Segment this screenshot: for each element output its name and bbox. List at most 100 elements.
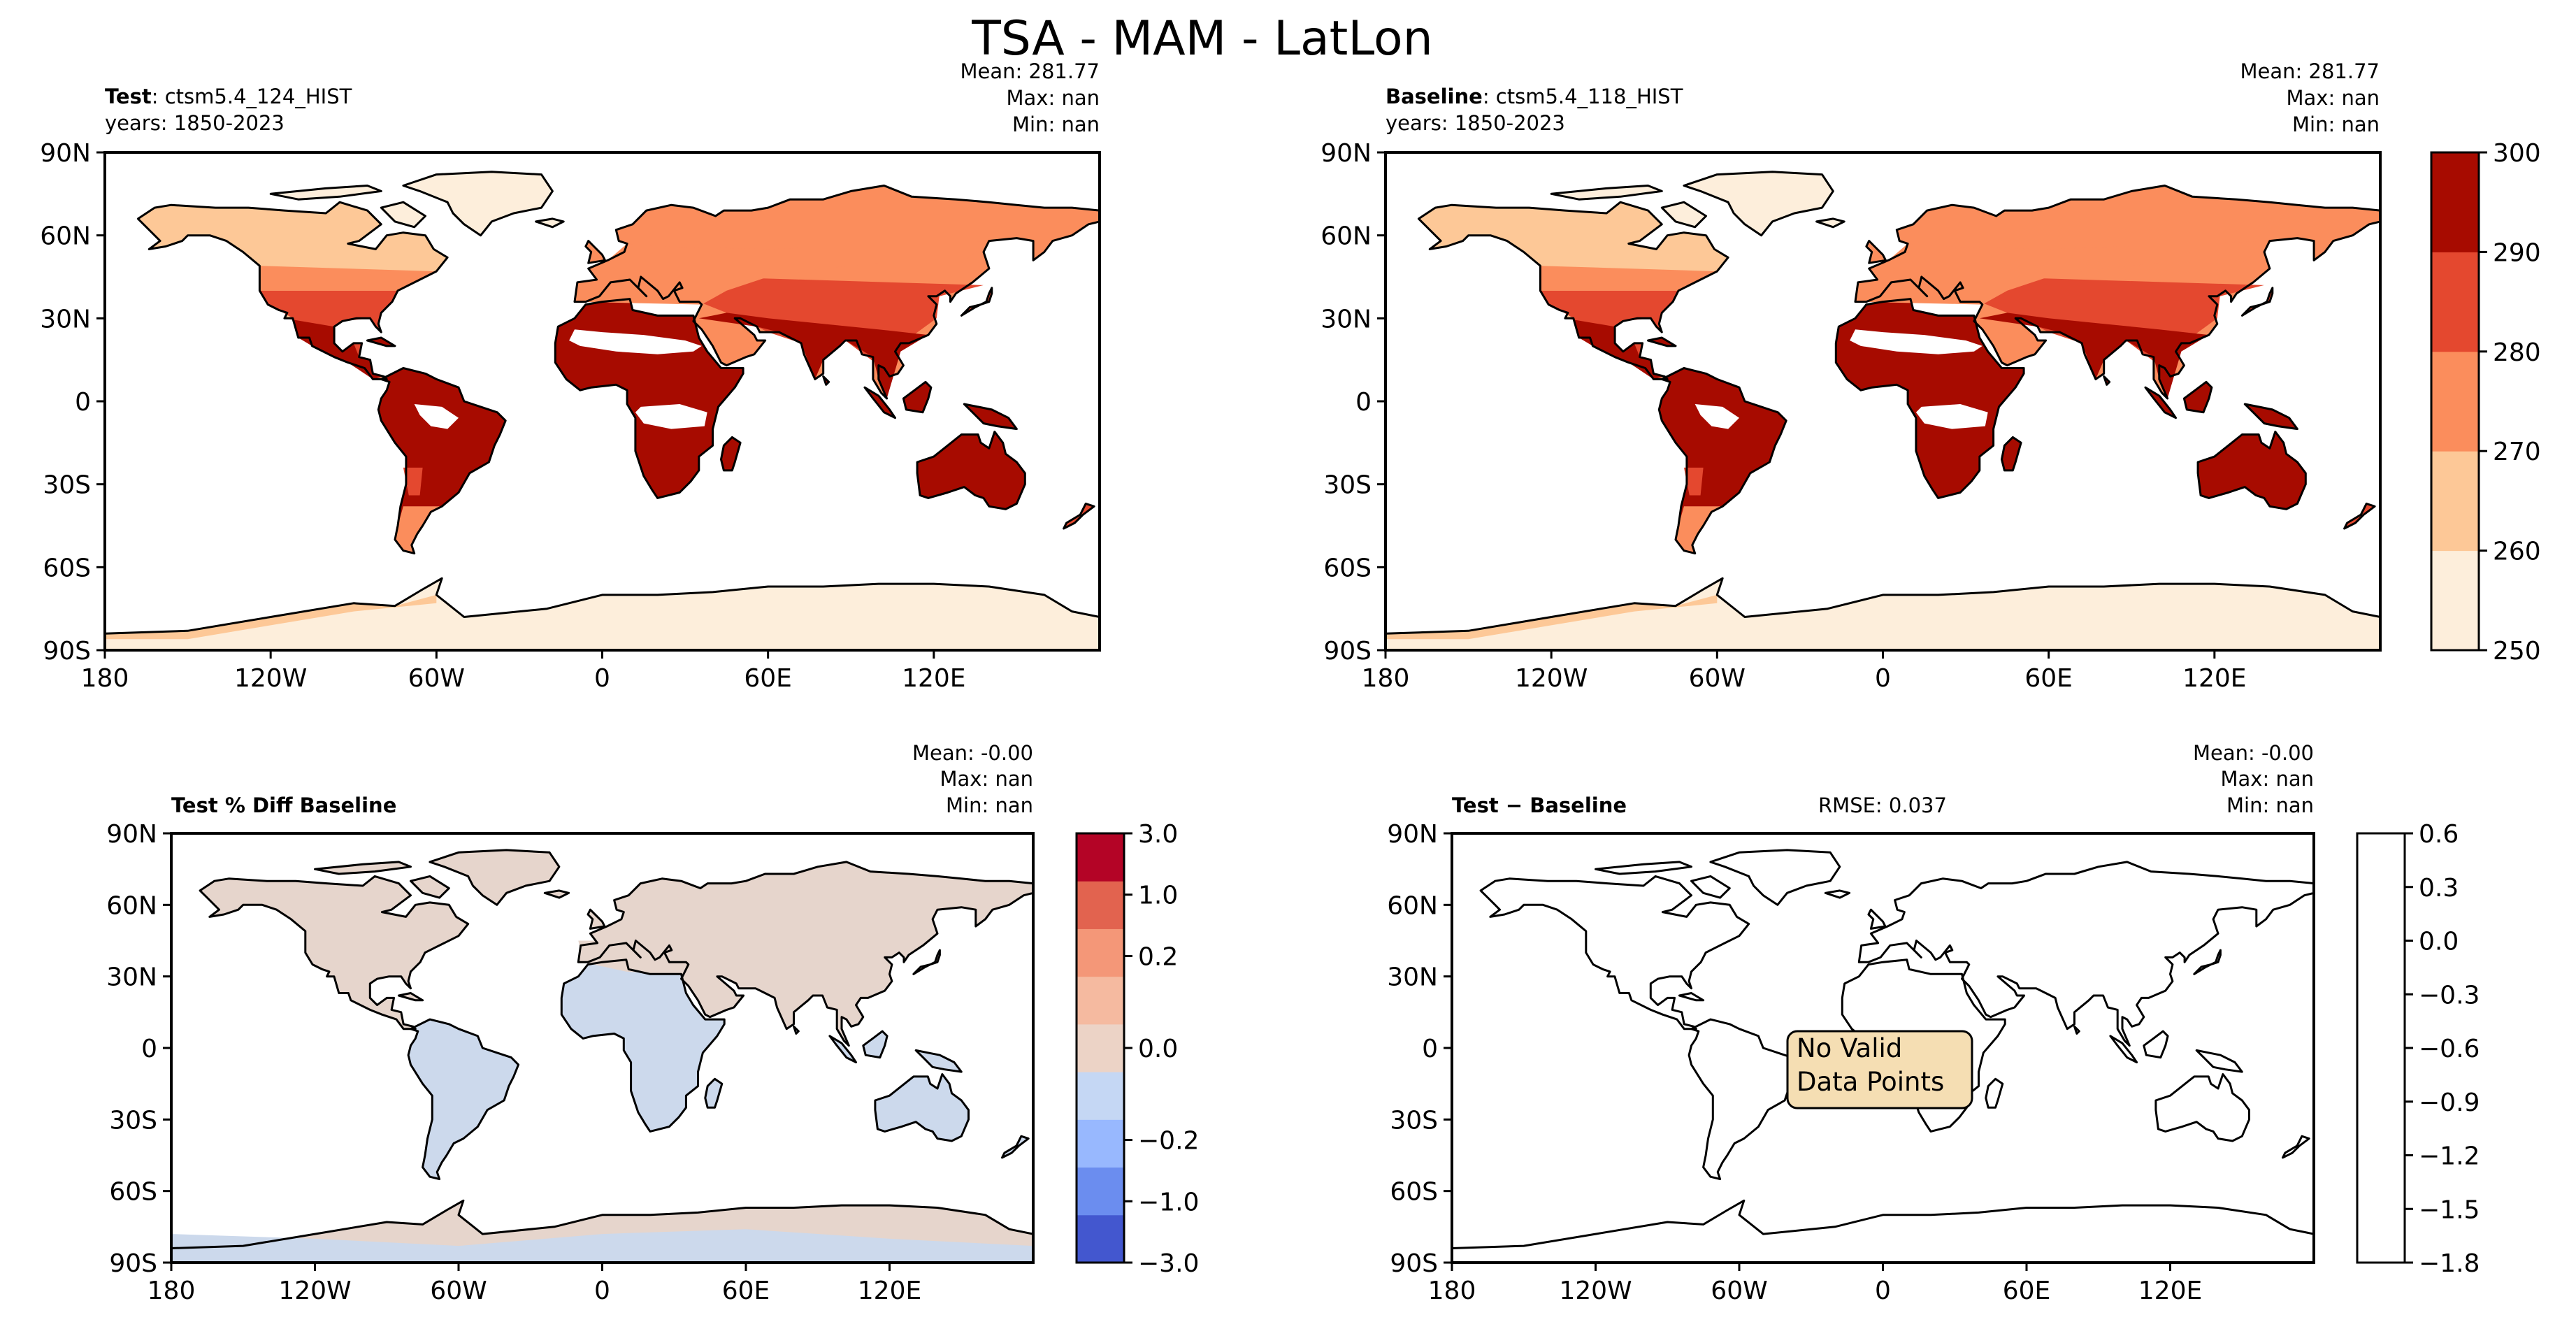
coastline-greenland (402, 171, 554, 237)
coastline-australia (2154, 1073, 2250, 1142)
colorbar-tick-label: −0.2 (1138, 1127, 1199, 1156)
land-fill-borneo (903, 382, 931, 412)
x-tick-label: 180 (1362, 664, 1410, 693)
coastline-cuba (366, 336, 396, 347)
y-tick-label: 30N (106, 963, 157, 992)
y-tick-label: 90N (1321, 139, 1372, 168)
x-tick-label: 120W (278, 1277, 351, 1305)
coastline-iceland (1815, 217, 1845, 229)
coastline-uk (587, 908, 606, 930)
map-test: 180 120W 60W 0 60E 120E 90N 60N 30N 0 30S 60S 90S (40, 139, 1101, 693)
colorbar-diff: 0.6 0.3 0.0 −0.3 −0.6 −0.9 −1.2 −1.5 −1.8 (2356, 820, 2480, 1278)
panel-test-title: Test: ctsm5.4_124_HIST (105, 85, 352, 108)
colorbar-tick-label: −1.0 (1138, 1188, 1199, 1216)
coastline-eurasia (577, 861, 1033, 1047)
x-tick-label: 60E (2003, 1277, 2051, 1305)
figure-title: TSA - MAM - LatLon (971, 11, 1432, 66)
coastline-borneo (862, 1030, 888, 1059)
colorbar-tick-label: 1.0 (1138, 882, 1178, 910)
colorbar-frame (2430, 151, 2480, 652)
panel-test: Test: ctsm5.4_124_HIST years: 1850-2023 … (40, 59, 1101, 693)
colorbar-tick-label: −3.0 (1138, 1249, 1199, 1278)
panel-diff-title: Test − Baseline (1452, 793, 1627, 817)
temperature-band-7 (1915, 404, 1988, 429)
coastline-antarctica (1452, 1199, 2314, 1263)
temperature-band-6 (1850, 329, 1983, 354)
coastline-madagascar (1985, 1077, 2004, 1109)
x-tick-label: 180 (147, 1277, 196, 1305)
land-fill-baffin (1662, 202, 1706, 227)
no-data-line2: Data Points (1797, 1067, 1944, 1097)
colorbar-swatch (2431, 351, 2479, 452)
y-tick-label: 60N (106, 891, 157, 920)
antarctic-neg-band (171, 1229, 1033, 1263)
coastline-baffin (1660, 201, 1707, 229)
panel-test-min: Min: nan (1012, 113, 1100, 136)
colorbar-swatch (1077, 928, 1124, 977)
coastline-northAmerica (136, 201, 449, 380)
x-tick-label: 60E (2024, 664, 2073, 693)
colorbar-swatch (2431, 252, 2479, 352)
y-tick-label: 90S (1390, 1249, 1438, 1278)
y-tick-label: 30S (1390, 1106, 1438, 1135)
coastline-srilanka (822, 375, 830, 386)
colorbar-swatch (2431, 152, 2479, 252)
coastline-northAmerica (1479, 875, 1750, 1030)
coastline-antarctica (171, 1199, 1033, 1263)
x-tick-label: 60W (408, 664, 465, 693)
colorbar-swatch (2431, 550, 2479, 651)
colorbar-tick-label: −1.8 (2419, 1249, 2480, 1278)
colorbar-tick-label: −0.3 (2419, 981, 2480, 1010)
coastline-africa (1834, 298, 2025, 499)
panel-baseline-title: Baseline: ctsm5.4_118_HIST (1386, 85, 1683, 108)
y-tick-label: 0 (141, 1035, 157, 1063)
panel-baseline-name: Baseline (1386, 85, 1483, 108)
coastline-eurasia (573, 185, 1100, 400)
colorbar-tick-label: 270 (2493, 438, 2541, 466)
map-pctdiff: 180 120W 60W 0 60E 120E 90N 60N 30N 0 30S 60S 90S (106, 820, 1035, 1305)
coastline-arcticIs (269, 185, 382, 201)
x-tick-label: 60W (430, 1277, 487, 1305)
temperature-band-6 (569, 329, 702, 354)
y-tick-label: 30S (109, 1106, 157, 1135)
colorbar-tick-label: 250 (2493, 637, 2541, 666)
y-tick-label: 90N (1387, 820, 1438, 849)
y-tick-label: 30N (40, 305, 91, 333)
colorbar-swatch (1077, 1214, 1124, 1263)
panel-test-mean: Mean: 281.77 (960, 59, 1100, 83)
colorbar-swatch (1077, 1119, 1124, 1168)
coastline-borneo (902, 380, 933, 414)
y-tick-label: 0 (1355, 388, 1372, 417)
coastline-newzealand (1063, 502, 1095, 530)
x-tick-label: 120W (234, 664, 307, 693)
land-fill-baffin (410, 876, 449, 898)
coastline-madagascar (704, 1077, 724, 1109)
coastline-greenland (429, 849, 561, 906)
coastline-newguinea (914, 1049, 963, 1073)
colorbar-tick-label: 280 (2493, 338, 2541, 367)
colorbar-tick-label: 0.0 (1138, 1035, 1178, 1063)
land-fill-eurasia (578, 861, 1033, 1046)
coastline-madagascar (2001, 436, 2022, 472)
land-fill-madagascar (705, 1079, 722, 1108)
temperature-band-4 (698, 313, 928, 398)
colorbar-tick-label: −0.6 (2419, 1035, 2480, 1063)
colorbar-tick-label: 260 (2493, 538, 2541, 566)
panel-baseline-min: Min: nan (2292, 113, 2380, 136)
temperature-band-2 (1540, 266, 1718, 291)
land-fill-newguinea (964, 404, 1017, 429)
y-tick-label: 60S (1390, 1178, 1438, 1207)
colorbar-swatch (1077, 833, 1124, 882)
coastline-africa (560, 958, 726, 1133)
coastline-arcticIs (314, 861, 412, 875)
colorbar-tick-label: 0.6 (2419, 820, 2459, 849)
coastline-cuba (397, 992, 424, 1002)
coastline-africa (554, 298, 744, 499)
coastline-uk (584, 240, 606, 264)
coastline-baffin (1690, 875, 1731, 899)
land-fill-newguinea (2245, 404, 2298, 429)
coastline-newzealand (2343, 502, 2376, 530)
land-fill-australia (875, 1074, 969, 1141)
coastline-sumatra (828, 1035, 857, 1063)
panel-test-max: Max: nan (1007, 86, 1100, 110)
